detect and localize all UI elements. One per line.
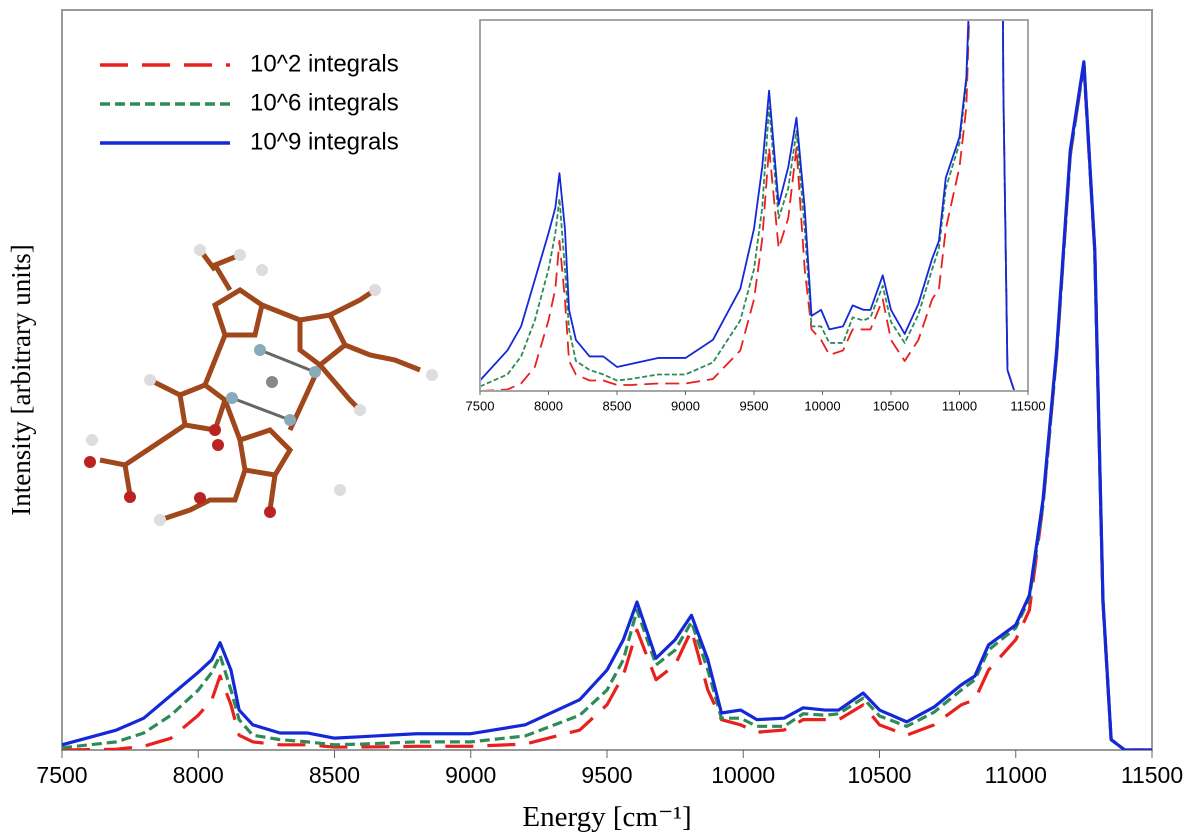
inset-frame [479,19,1029,392]
x-tick-label: 8500 [309,762,360,788]
legend-label: 10^6 integrals [250,89,399,116]
x-tick-label: 10000 [711,762,775,788]
x-tick-label: 8000 [173,762,224,788]
x-tick-label: 9000 [445,762,496,788]
x-tick-label: 10500 [873,398,909,413]
x-tick-label: 9500 [581,762,632,788]
series-group [481,21,1015,390]
series-line [481,21,1015,390]
x-tick-label: 10500 [848,762,912,788]
x-tick-label: 9000 [671,398,700,413]
x-tick-label: 11500 [1121,762,1183,788]
series-line [62,60,1152,750]
x-tick-label: 7500 [36,762,87,788]
series-line [481,21,1015,390]
molecule-atoms [84,244,438,526]
y-axis-title: Intensity [arbitrary units] [6,244,36,515]
x-tick-label: 10000 [804,398,840,413]
x-tick-label: 11500 [1010,398,1045,413]
x-tick-label: 11000 [985,762,1047,788]
x-tick-label: 8500 [603,398,632,413]
x-tick-label: 11000 [942,398,977,413]
x-axis-title: Energy [cm⁻¹] [522,801,691,833]
legend-label: 10^2 integrals [250,50,399,77]
legend-label: 10^9 integrals [250,128,399,155]
x-tick-label: 8000 [534,398,563,413]
x-tick-label: 9500 [740,398,769,413]
series-group [62,60,1152,750]
x-tick-label: 7500 [466,398,495,413]
series-line [481,21,1015,390]
